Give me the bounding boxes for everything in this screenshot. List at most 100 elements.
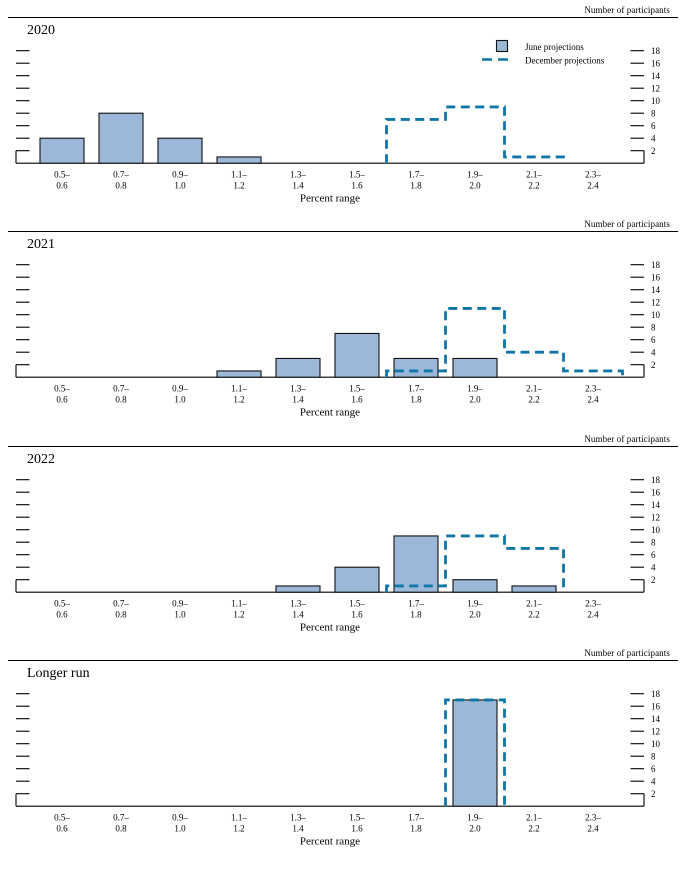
- june-bar: [98, 112, 144, 164]
- bin-label-bottom: 1.2: [233, 610, 244, 620]
- y-tick-label: 10: [651, 310, 661, 320]
- participants-axis-label: Number of participants: [584, 648, 670, 658]
- bin-label-top: 0.7–: [113, 384, 129, 394]
- bin-label-top: 0.5–: [54, 599, 70, 609]
- x-axis-title: Percent range: [300, 407, 360, 419]
- bin-label-bottom: 0.8: [115, 395, 127, 405]
- histogram-plot-2022: 246810121416180.5–0.60.7–0.80.9–1.01.1–1…: [15, 475, 661, 634]
- june-bar: [393, 535, 439, 593]
- participants-axis-label: Number of participants: [584, 434, 670, 444]
- june-bar: [452, 699, 498, 807]
- bin-label-top: 1.1–: [231, 170, 247, 180]
- bin-label-top: 1.5–: [349, 170, 365, 180]
- y-tick-label: 6: [651, 550, 656, 560]
- bin-label-bottom: 0.8: [115, 824, 127, 834]
- histogram-plot-2020: 246810121416180.5–0.60.7–0.80.9–1.01.1–1…: [15, 39, 661, 205]
- bin-label-top: 2.1–: [526, 384, 542, 394]
- bin-label-top: 1.9–: [467, 813, 483, 823]
- december-step-line: [444, 698, 506, 807]
- panel-2022: Number of participants 2022 2 4 6 8 10 12 14 16…: [0, 429, 682, 643]
- panel-title: Longer run: [27, 666, 90, 681]
- bin-label-bottom: 1.6: [351, 181, 363, 191]
- y-tick-label: 4: [651, 347, 656, 357]
- bin-label-bottom: 1.0: [174, 610, 186, 620]
- june-bar: [275, 585, 321, 593]
- bin-label-bottom: 0.6: [56, 610, 68, 620]
- y-tick-label: 2: [651, 146, 656, 156]
- bin-label-bottom: 2.4: [587, 610, 599, 620]
- y-tick-label: 6: [651, 764, 656, 774]
- histogram-plot-longer-run: 246810121416180.5–0.60.7–0.80.9–1.01.1–1…: [15, 689, 661, 848]
- bin-label-bottom: 1.2: [233, 824, 244, 834]
- december-step-line: [385, 105, 565, 164]
- june-bar: [393, 357, 439, 378]
- y-tick-label: 14: [651, 500, 661, 510]
- y-tick-label: 4: [651, 562, 656, 572]
- bin-label-top: 0.9–: [172, 813, 188, 823]
- y-tick-label: 12: [651, 83, 660, 93]
- bin-label-top: 1.7–: [408, 384, 424, 394]
- y-tick-label: 8: [651, 322, 656, 332]
- panel-top-rule: [8, 231, 678, 232]
- y-tick-label: 16: [651, 58, 661, 68]
- bin-label-bottom: 1.0: [174, 181, 186, 191]
- panel-2020: Number of participants 2020 2 4 6 8 10 12 14 16…: [0, 0, 682, 214]
- panel-longer-run: Number of participants Longer run 2 4 6 8 10…: [0, 643, 682, 869]
- y-tick-label: 6: [651, 335, 656, 345]
- y-tick-label: 12: [651, 726, 660, 736]
- june-bar: [275, 357, 321, 378]
- bin-label-bottom: 0.8: [115, 181, 127, 191]
- bin-label-top: 2.3–: [585, 599, 601, 609]
- y-tick-label: 14: [651, 714, 661, 724]
- bin-label-top: 1.1–: [231, 813, 247, 823]
- y-tick-label: 8: [651, 537, 656, 547]
- y-tick-label: 18: [651, 260, 661, 270]
- bin-label-bottom: 2.2: [528, 824, 539, 834]
- bin-label-top: 1.3–: [290, 384, 306, 394]
- bin-label-top: 0.5–: [54, 384, 70, 394]
- june-bar: [216, 370, 262, 378]
- bin-label-top: 1.1–: [231, 384, 247, 394]
- bin-label-top: 2.3–: [585, 170, 601, 180]
- bin-label-bottom: 1.4: [292, 181, 304, 191]
- bin-label-bottom: 1.6: [351, 610, 363, 620]
- panel-top-rule: [8, 660, 678, 661]
- x-axis-title: Percent range: [300, 622, 360, 634]
- y-tick-label: 4: [651, 776, 656, 786]
- panel-2021: Number of participants 2021 2 4 6 8 10 12 14 16…: [0, 214, 682, 429]
- y-tick-label: 10: [651, 525, 661, 535]
- bin-label-top: 1.3–: [290, 813, 306, 823]
- bin-label-top: 1.9–: [467, 384, 483, 394]
- y-tick-label: 2: [651, 575, 656, 585]
- y-tick-label: 14: [651, 71, 661, 81]
- y-tick-label: 10: [651, 96, 661, 106]
- bin-label-top: 0.7–: [113, 599, 129, 609]
- bin-label-top: 1.7–: [408, 813, 424, 823]
- bin-label-bottom: 2.2: [528, 181, 539, 191]
- y-tick-label: 10: [651, 739, 661, 749]
- bin-label-top: 1.9–: [467, 599, 483, 609]
- legend-december-label: December projections: [525, 56, 605, 66]
- bin-label-top: 2.1–: [526, 813, 542, 823]
- bin-label-top: 0.9–: [172, 384, 188, 394]
- bin-label-top: 1.3–: [290, 170, 306, 180]
- legend-june-label: June projections: [525, 42, 584, 52]
- bin-label-top: 2.1–: [526, 599, 542, 609]
- panel-top-rule: [8, 17, 678, 18]
- bin-label-bottom: 1.8: [410, 395, 422, 405]
- bin-label-bottom: 2.2: [528, 395, 539, 405]
- y-tick-label: 12: [651, 512, 660, 522]
- panel-top-rule: [8, 446, 678, 447]
- y-tick-label: 16: [651, 272, 661, 282]
- june-bar: [452, 357, 498, 378]
- y-tick-label: 12: [651, 297, 660, 307]
- y-tick-label: 18: [651, 475, 661, 485]
- bin-label-bottom: 1.4: [292, 395, 304, 405]
- bin-label-bottom: 2.4: [587, 824, 599, 834]
- december-step-line: [385, 307, 624, 378]
- bin-label-bottom: 1.0: [174, 395, 186, 405]
- bin-label-top: 2.1–: [526, 170, 542, 180]
- bin-label-bottom: 1.8: [410, 610, 422, 620]
- y-tick-label: 18: [651, 46, 661, 56]
- y-tick-label: 14: [651, 285, 661, 295]
